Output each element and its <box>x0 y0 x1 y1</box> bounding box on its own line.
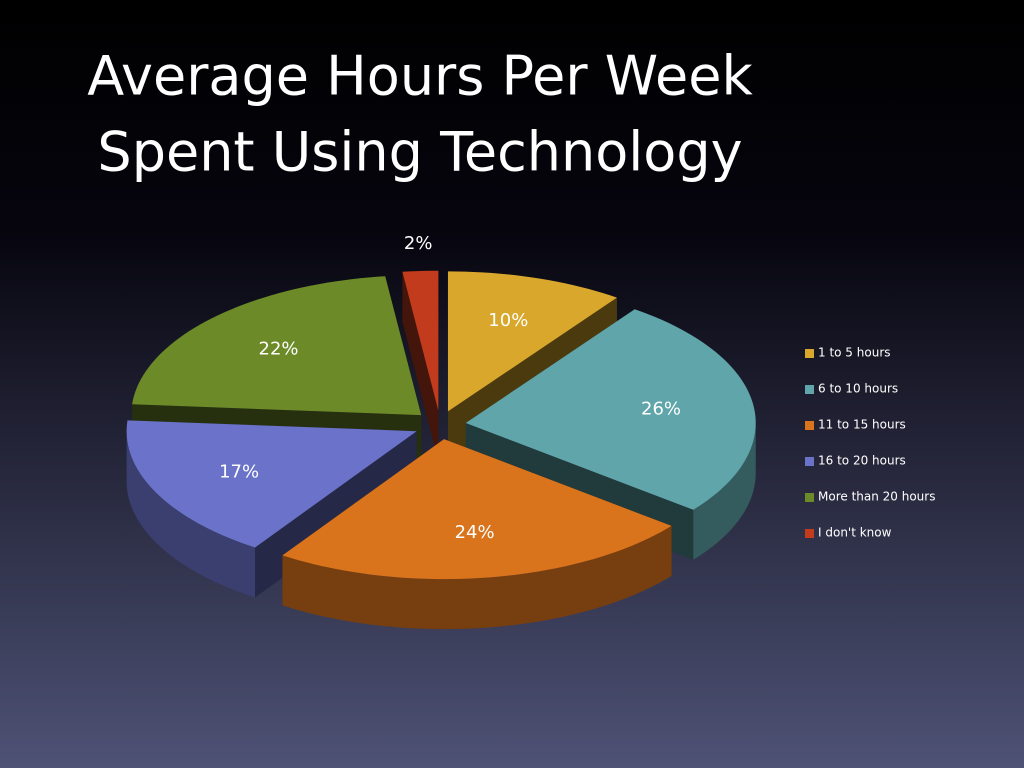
slice-wall <box>693 423 756 560</box>
slice <box>282 439 672 580</box>
legend-label: I don't know <box>818 526 892 540</box>
slice-side <box>402 271 439 461</box>
data-label: 22% <box>259 338 299 359</box>
data-label: 26% <box>641 399 681 420</box>
legend-swatch <box>805 349 814 358</box>
legend-swatch <box>805 493 814 502</box>
slice <box>126 420 417 548</box>
chart-title: Average Hours Per Week <box>87 45 753 108</box>
slice <box>447 271 617 412</box>
legend-swatch <box>805 421 814 430</box>
slice-wall <box>126 431 256 598</box>
legend-label: 1 to 5 hours <box>818 346 891 360</box>
legend: 1 to 5 hours 6 to 10 hours 11 to 15 hours 1… <box>805 346 935 540</box>
slice <box>465 309 756 510</box>
slice-wall <box>282 525 672 630</box>
data-label: 10% <box>488 310 528 331</box>
pie: 2% 10% 22% 26% 17% 24% <box>126 233 756 630</box>
data-label: 17% <box>219 462 259 483</box>
legend-label: 11 to 15 hours <box>818 418 906 432</box>
data-label: 24% <box>455 522 495 543</box>
legend-swatch <box>805 529 814 538</box>
legend-label: 6 to 10 hours <box>818 382 898 396</box>
legend-label: More than 20 hours <box>818 490 935 504</box>
legend-swatch <box>805 457 814 466</box>
data-label: 2% <box>404 233 433 254</box>
slice <box>132 276 422 416</box>
legend-swatch <box>805 385 814 394</box>
slice <box>402 270 439 411</box>
legend-label: 16 to 20 hours <box>818 454 906 468</box>
chart-title: Spent Using Technology <box>97 121 742 184</box>
